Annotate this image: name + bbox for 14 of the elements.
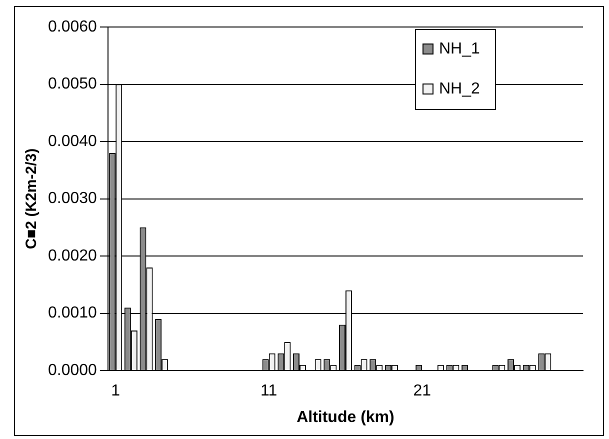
y-tick-label: 0.0010 <box>48 304 98 322</box>
x-axis-title: Altitude (km) <box>296 408 394 426</box>
x-tick-label: 21 <box>413 382 432 400</box>
y-tick-label: 0.0000 <box>48 362 98 380</box>
x-tick-label: 1 <box>111 382 120 400</box>
y-tick-label: 0.0060 <box>48 18 98 36</box>
x-tick-label: 11 <box>260 382 278 400</box>
legend-label: NH_1 <box>439 40 480 58</box>
y-tick-label: 0.0050 <box>48 76 98 93</box>
legend-label: NH_2 <box>439 80 480 98</box>
y-tick-label: 0.0020 <box>48 247 98 264</box>
y-tick-label: 0.0040 <box>48 132 98 150</box>
y-tick-label: 0.0030 <box>48 190 98 208</box>
y-axis-title: C■2 (K2m-2/3) <box>23 148 40 250</box>
